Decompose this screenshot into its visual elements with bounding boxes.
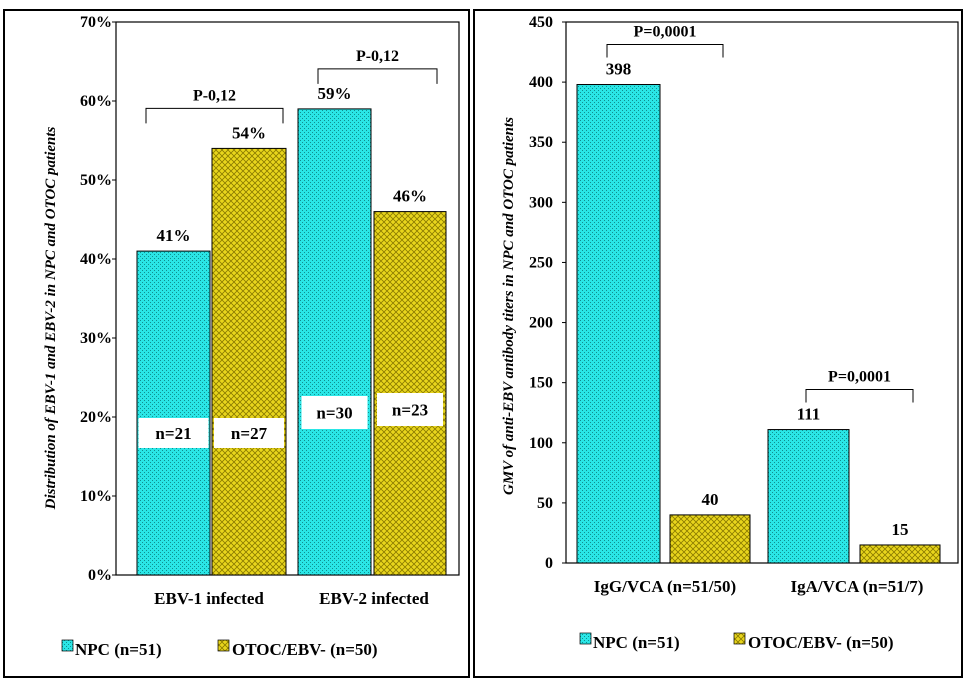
y-tick-label: 40% <box>80 251 112 268</box>
legend-label-npc: NPC (n=51) <box>75 640 162 659</box>
y-tick-label: 150 <box>529 375 553 392</box>
data-label-otoc-1: 40 <box>702 490 719 509</box>
y-tick-label: 350 <box>529 134 553 151</box>
inner-label-npc-1: n=21 <box>155 424 191 443</box>
y-tick-label: 250 <box>529 254 553 271</box>
inner-label-npc-2: n=30 <box>316 404 352 423</box>
legend-label-npc: NPC (n=51) <box>593 633 680 652</box>
p-value-label-1: P=0,0001 <box>634 24 697 41</box>
left-chart: 0% 10% 20% 30% 40% 50% 60% 70% 41% n=21 54% n=27 59… <box>43 14 460 608</box>
y-tick-label: 100 <box>529 435 553 452</box>
legend-swatch-otoc <box>733 632 746 645</box>
bar-npc-2 <box>297 108 372 576</box>
significance-bracket-1 <box>606 44 724 58</box>
data-label-npc-1: 398 <box>606 60 632 79</box>
y-tick-label: 10% <box>80 488 112 505</box>
legend-label-otoc: OTOC/EBV- (n=50) <box>748 633 894 652</box>
plot-area <box>115 21 460 576</box>
y-tick-label: 70% <box>80 14 112 31</box>
right-y-axis-label: GMV of anti-EBV antibody titers in NPC a… <box>501 117 517 495</box>
y-tick-label: 30% <box>80 330 112 347</box>
left-legend: NPC (n=51) OTOC/EBV- (n=50) <box>61 639 378 659</box>
legend-swatch-npc <box>61 639 74 652</box>
inner-label-box <box>377 393 443 426</box>
bar-npc-1 <box>576 84 661 564</box>
y-tick-label: 400 <box>529 74 553 91</box>
p-value-label-1: P-0,12 <box>193 87 236 104</box>
right-panel-frame <box>473 9 963 678</box>
category-label-2: IgA/VCA (n=51/7) <box>791 577 924 596</box>
plot-area <box>565 21 959 564</box>
bar-otoc-1 <box>669 514 751 564</box>
y-tick-label: 200 <box>529 315 553 332</box>
y-tick-label: 0 <box>545 555 553 572</box>
right-chart: 0 50 100 150 200 250 300 350 400 450 398 40 111 15 Ig… <box>501 14 959 596</box>
category-label-1: EBV-1 infected <box>154 589 264 608</box>
bar-npc-2 <box>767 429 850 564</box>
data-label-npc-1: 41% <box>157 226 191 245</box>
bar-otoc-2 <box>859 544 941 564</box>
right-legend: NPC (n=51) OTOC/EBV- (n=50) <box>579 632 894 652</box>
inner-label-box <box>301 396 368 429</box>
inner-label-box <box>214 418 284 448</box>
data-label-otoc-2: 46% <box>393 187 427 206</box>
legend-swatch-npc <box>579 632 592 645</box>
y-tick-label: 450 <box>529 14 553 31</box>
significance-bracket-2 <box>317 68 438 84</box>
inner-label-box <box>138 418 209 448</box>
category-label-1: IgG/VCA (n=51/50) <box>594 577 736 596</box>
y-tick-label: 50% <box>80 172 112 189</box>
inner-label-otoc-2: n=23 <box>392 401 428 420</box>
bar-otoc-1 <box>211 147 287 576</box>
data-label-npc-2: 111 <box>797 405 821 424</box>
y-tick-label: 50 <box>537 495 553 512</box>
y-tick-label: 300 <box>529 194 553 211</box>
data-label-otoc-2: 15 <box>892 520 909 539</box>
y-tick-label: 20% <box>80 409 112 426</box>
data-label-otoc-1: 54% <box>232 123 266 142</box>
category-label-2: EBV-2 infected <box>319 589 429 608</box>
y-tick-label: 0% <box>88 567 112 584</box>
p-value-label-2: P=0,0001 <box>828 369 891 386</box>
inner-label-otoc-1: n=27 <box>231 424 268 443</box>
legend-label-otoc: OTOC/EBV- (n=50) <box>232 640 378 659</box>
p-value-label-2: P-0,12 <box>356 48 399 65</box>
data-label-npc-2: 59% <box>318 84 352 103</box>
significance-bracket-1 <box>145 107 284 124</box>
bar-npc-1 <box>136 250 211 576</box>
y-tick-label: 60% <box>80 93 112 110</box>
left-y-axis-label: Distribution of EBV-1 and EBV-2 in NPC a… <box>43 126 59 510</box>
significance-bracket-2 <box>805 389 914 403</box>
legend-swatch-otoc <box>217 639 230 652</box>
